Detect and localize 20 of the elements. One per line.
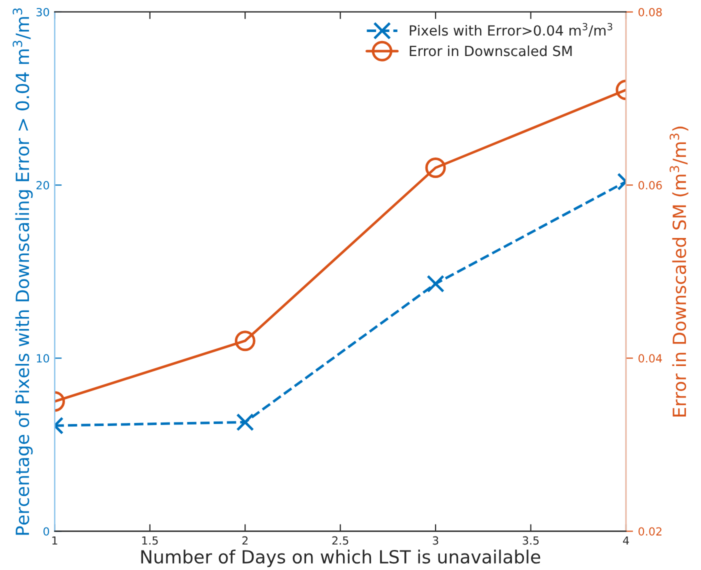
y2-tick-label: 0.08 [638,8,662,16]
y-tick-label: 10 [36,354,50,363]
x-tick-label: 3 [432,536,438,545]
x-tick-label: 1 [52,536,58,545]
y2-tick-label: 0.02 [638,527,662,536]
y-tick-label: 0 [43,527,50,536]
legend-label: Pixels with Error>0.04 m$^{3}$/m$^{3}$ [410,22,612,37]
y2-tick-label: 0.06 [638,181,662,190]
x-tick-label: 4 [623,536,629,545]
y-tick-label: 20 [36,181,50,190]
x-tick-label: 2 [242,536,248,545]
x-tick-label: 2.5 [332,536,348,545]
x-tick-label: 3.5 [522,536,539,545]
y2-tick-label: 0.04 [638,354,662,363]
y2-axis-title: Error in Downscaled SM (m$^{3}$/m$^{3}$) [670,126,688,416]
legend-label: Error in Downscaled SM [410,45,572,56]
y-axis-title: Percentage of Pixels with Downscaling Error > 0.04 m$^{3}$/m$^{3}$ [12,8,33,535]
x-axis-title: Number of Days on which LST is unavailable [141,550,540,568]
y-tick-label: 30 [36,8,50,16]
x-tick-label: 1.5 [142,536,158,545]
